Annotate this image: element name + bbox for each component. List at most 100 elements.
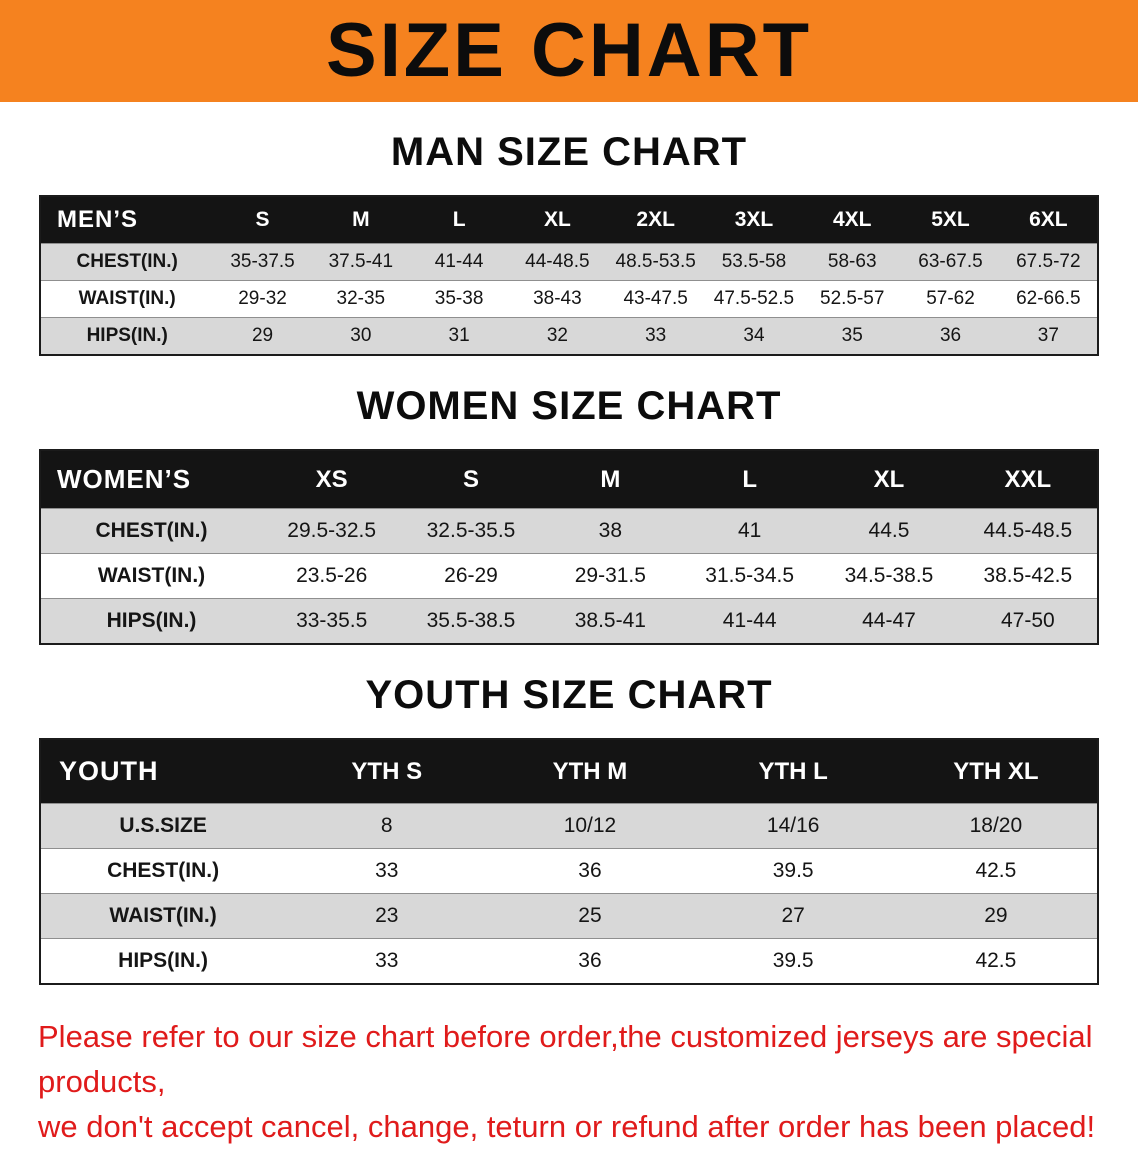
size-column-header: 3XL <box>704 196 804 244</box>
size-value: 44.5-48.5 <box>983 519 1073 542</box>
size-value: 63-67.5 <box>918 251 983 272</box>
size-value: 43-47.5 <box>623 288 688 309</box>
size-value: 29.5-32.5 <box>287 519 377 542</box>
table-header-row: WOMEN’S XS S M L XL XXL <box>40 450 1098 509</box>
disclaimer-line-2: we don't accept cancel, change, teturn o… <box>38 1108 1096 1144</box>
women-section-heading: WOMEN SIZE CHART <box>356 384 782 428</box>
table-row: U.S.SIZE 8 10/12 14/16 18/20 <box>40 803 1098 849</box>
size-value: 42.5 <box>975 949 1017 972</box>
size-column-header: L <box>409 196 509 244</box>
size-column-header: YTH M <box>488 739 692 804</box>
size-value: 58-63 <box>827 251 877 272</box>
size-charts-main: MAN SIZE CHART MEN’S S M L XL 2XL 3XL 4XL 5XL 6XL… <box>0 130 1138 1150</box>
size-value: 34.5-38.5 <box>844 564 934 587</box>
measurement-label: CHEST(IN.) <box>76 251 178 272</box>
size-value: 8 <box>380 814 393 837</box>
measurement-label: WAIST(IN.) <box>78 288 176 309</box>
page-title: SIZE CHART <box>326 8 812 93</box>
measurement-label: HIPS(IN.) <box>118 949 208 972</box>
size-value: 38 <box>598 519 623 542</box>
measurement-label: CHEST(IN.) <box>107 859 220 882</box>
table-row: WAIST(IN.) 29-32 32-35 35-38 38-43 43-47.5 47.… <box>40 280 1098 318</box>
table-row: CHEST(IN.) 35-37.5 37.5-41 41-44 44-48.5 48.5… <box>40 243 1098 281</box>
size-value: 36 <box>578 859 602 882</box>
size-value: 35-38 <box>434 288 484 309</box>
table-row: WAIST(IN.) 23 25 27 29 <box>40 893 1098 939</box>
size-value: 14/16 <box>766 814 820 837</box>
table-row: HIPS(IN.) 29 30 31 32 33 34 35 36 37 <box>40 317 1098 355</box>
size-value: 38.5-41 <box>574 609 646 632</box>
size-value: 25 <box>578 904 602 927</box>
size-value: 29 <box>251 325 274 346</box>
size-value: 53.5-58 <box>721 251 787 272</box>
size-column-header: YTH S <box>285 739 489 804</box>
banner: SIZE CHART <box>0 0 1138 102</box>
size-value: 10/12 <box>563 814 617 837</box>
size-value: 27 <box>781 904 805 927</box>
size-value: 35-37.5 <box>230 251 295 272</box>
size-value: 41-44 <box>722 609 777 632</box>
size-value: 57-62 <box>926 288 975 309</box>
size-value: 32.5-35.5 <box>426 519 516 542</box>
disclaimer-note: Please refer to our size chart before or… <box>38 1015 1100 1150</box>
size-value: 33 <box>645 325 667 346</box>
size-value: 41-44 <box>434 251 484 272</box>
size-value: 44-48.5 <box>525 251 590 272</box>
size-value: 39.5 <box>772 859 814 882</box>
size-value: 38-43 <box>533 288 582 309</box>
size-value: 34 <box>743 325 765 346</box>
size-value: 36 <box>939 325 962 346</box>
youth-section-heading: YOUTH SIZE CHART <box>365 673 773 717</box>
size-value: 23 <box>375 904 399 927</box>
size-column-header: YTH L <box>691 739 895 804</box>
size-value: 30 <box>350 325 372 346</box>
size-value: 26-29 <box>444 564 498 587</box>
youth-size-section: YOUTH SIZE CHART YOUTH YTH S YTH M YTH L YTH… <box>0 673 1138 985</box>
size-value: 29-32 <box>238 288 287 309</box>
size-column-header: 2XL <box>606 196 705 244</box>
size-value: 67.5-72 <box>1016 251 1081 272</box>
size-value: 38.5-42.5 <box>983 564 1073 587</box>
size-value: 29 <box>984 904 1008 927</box>
size-value: 37 <box>1037 325 1059 346</box>
size-value: 44.5 <box>868 519 910 542</box>
size-value: 31 <box>448 325 470 346</box>
table-header-row: YOUTH YTH S YTH M YTH L YTH XL <box>40 739 1098 804</box>
size-value: 42.5 <box>975 859 1017 882</box>
size-column-header: S <box>213 196 312 244</box>
size-chart-page: SIZE CHART MAN SIZE CHART MEN’S S M L XL 2XL 3… <box>0 0 1138 1150</box>
measurement-label: U.S.SIZE <box>119 814 207 837</box>
table-row: WAIST(IN.) 23.5-26 26-29 29-31.5 31.5-34.5 34… <box>40 553 1098 599</box>
size-value: 23.5-26 <box>296 564 368 587</box>
table-header-row: MEN’S S M L XL 2XL 3XL 4XL 5XL 6XL <box>40 196 1098 244</box>
table-row: CHEST(IN.) 29.5-32.5 32.5-35.5 38 41 44.5 44.5… <box>40 508 1098 554</box>
size-column-header: XL <box>508 196 607 244</box>
size-value: 33 <box>375 859 399 882</box>
table-row: HIPS(IN.) 33-35.5 35.5-38.5 38.5-41 41-44 44-… <box>40 598 1098 644</box>
size-value: 39.5 <box>772 949 814 972</box>
measurement-label: HIPS(IN.) <box>86 325 168 346</box>
size-value: 47-50 <box>1000 609 1055 632</box>
measurement-label: WAIST(IN.) <box>97 564 206 587</box>
men-section-heading: MAN SIZE CHART <box>390 130 748 174</box>
size-value: 48.5-53.5 <box>615 251 696 272</box>
measurement-label: CHEST(IN.) <box>95 519 208 542</box>
size-column-header: XXL <box>958 450 1098 509</box>
size-column-header: M <box>311 196 410 244</box>
size-column-header: 5XL <box>901 196 1000 244</box>
size-column-header: XS <box>262 450 402 509</box>
size-value: 47.5-52.5 <box>713 288 795 309</box>
size-column-header: 4XL <box>803 196 902 244</box>
size-value: 52.5-57 <box>820 288 885 309</box>
size-column-header: S <box>401 450 541 509</box>
size-value: 36 <box>578 949 602 972</box>
women-size-section: WOMEN SIZE CHART WOMEN’S XS S M L XL XXL CHEST(… <box>0 384 1138 645</box>
size-column-header: 6XL <box>999 196 1098 244</box>
men-size-table: MEN’S S M L XL 2XL 3XL 4XL 5XL 6XL CHEST(IN.) 35-37… <box>39 195 1099 356</box>
size-value: 35.5-38.5 <box>426 609 516 632</box>
size-column-header: M <box>540 450 680 509</box>
women-size-table: WOMEN’S XS S M L XL XXL CHEST(IN.) 29.5-32.5 32.5… <box>39 449 1099 645</box>
size-column-header: XL <box>819 450 959 509</box>
size-column-header: YTH XL <box>894 739 1098 804</box>
youth-size-table: YOUTH YTH S YTH M YTH L YTH XL U.S.SIZE 8 10/12… <box>39 738 1099 985</box>
